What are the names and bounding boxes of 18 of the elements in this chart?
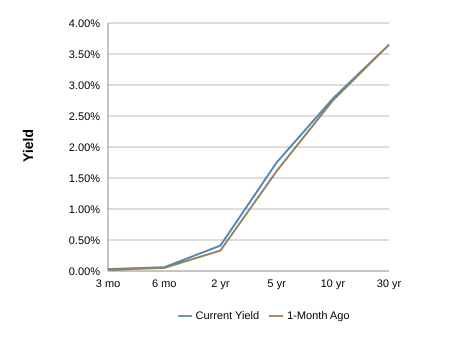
legend-label: Current Yield	[196, 310, 260, 322]
y-tick-label: 3.50%	[68, 48, 100, 61]
y-tick-label: 3.00%	[68, 80, 100, 92]
x-tick-label: 5 yr	[267, 278, 286, 290]
x-tick-label: 30 yr	[376, 278, 402, 290]
y-tick-label: 1.50%	[68, 172, 100, 185]
x-tick-label: 2 yr	[211, 278, 230, 290]
y-tick-label: 1.00%	[68, 204, 100, 216]
x-tick-label: 3 mo	[96, 278, 120, 290]
y-tick-label: 2.00%	[68, 142, 100, 154]
legend-label: 1-Month Ago	[287, 310, 350, 322]
y-tick-label: 2.50%	[68, 110, 100, 123]
y-tick-label: 0.00%	[68, 266, 100, 278]
x-tick-label: 6 mo	[152, 278, 176, 290]
y-axis-title: Yield	[20, 129, 36, 162]
x-tick-label: 10 yr	[320, 278, 346, 290]
y-tick-label: 4.00%	[68, 18, 100, 30]
y-tick-label: 0.50%	[68, 234, 100, 247]
